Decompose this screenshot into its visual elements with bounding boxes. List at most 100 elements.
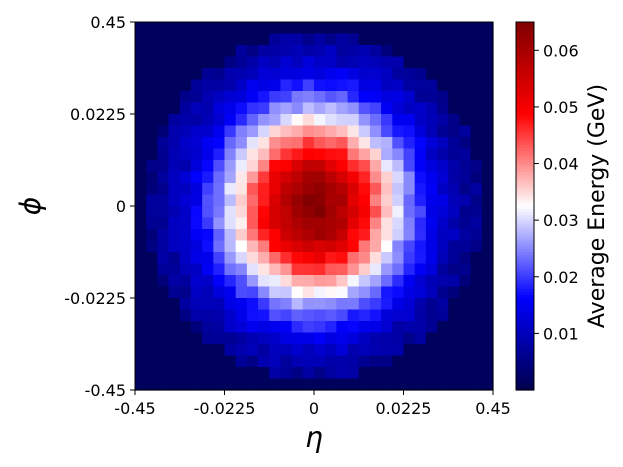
heatmap-cell <box>280 309 293 322</box>
heatmap-cell <box>392 367 405 380</box>
heatmap-cell <box>302 114 315 127</box>
heatmap-cell <box>336 183 349 196</box>
heatmap-cell <box>459 68 472 81</box>
colorbar-segment <box>516 187 534 192</box>
heatmap-cell <box>392 56 405 69</box>
heatmap-cell <box>392 321 405 334</box>
heatmap-cell <box>336 206 349 219</box>
heatmap-cell <box>347 206 360 219</box>
heatmap-cell <box>157 33 170 46</box>
heatmap-cell <box>381 263 393 276</box>
y-tick-label: 0 <box>116 197 126 216</box>
heatmap-cell <box>213 137 226 150</box>
heatmap-cell <box>336 263 349 276</box>
colorbar-segment <box>516 117 534 121</box>
heatmap-cell <box>179 68 192 81</box>
heatmap-cell <box>437 68 449 81</box>
heatmap-cell <box>280 229 293 242</box>
heatmap-cell <box>168 321 181 334</box>
heatmap-cell <box>481 298 494 311</box>
heatmap-cell <box>302 355 315 368</box>
heatmap-cell <box>235 79 248 92</box>
heatmap-cell <box>246 240 259 253</box>
colorbar-segment <box>516 147 534 152</box>
heatmap-cell <box>369 183 382 196</box>
heatmap-cell <box>403 171 416 184</box>
heatmap-cell <box>291 91 304 104</box>
colorbar-tick-label: 0.04 <box>543 155 579 174</box>
heatmap-cell <box>314 183 326 196</box>
colorbar-ticks: 0.01 0.02 0.03 0.04 0.05 0.06 <box>534 41 579 343</box>
heatmap-cell <box>157 217 170 230</box>
heatmap-cell <box>481 275 494 288</box>
heatmap-cell <box>448 344 461 357</box>
heatmap-cell <box>336 68 349 81</box>
heatmap-cell <box>269 160 282 173</box>
colorbar-segment <box>516 227 534 232</box>
heatmap-cell <box>179 206 192 219</box>
heatmap-cell <box>291 45 304 58</box>
heatmap-cell <box>202 79 214 92</box>
heatmap-cell <box>269 56 282 69</box>
heatmap-cell <box>224 79 237 92</box>
colorbar-segment <box>516 248 534 253</box>
heatmap-cell <box>448 171 461 184</box>
heatmap-cell <box>302 171 315 184</box>
heatmap-cell <box>414 344 427 357</box>
heatmap-cell <box>202 148 214 161</box>
heatmap-cell <box>358 160 371 173</box>
heatmap-cell <box>146 367 158 380</box>
heatmap-cell <box>135 125 147 138</box>
heatmap-cell <box>347 148 360 161</box>
heatmap-cell <box>157 194 170 207</box>
heatmap-cell <box>224 298 237 311</box>
heatmap-cell <box>224 22 237 35</box>
heatmap-cell <box>437 160 449 173</box>
heatmap-cell <box>392 309 405 322</box>
heatmap-cell <box>280 332 293 345</box>
heatmap-cell <box>246 33 259 46</box>
heatmap-cell <box>246 114 259 127</box>
heatmap-cell <box>202 229 214 242</box>
heatmap-cell <box>190 206 203 219</box>
heatmap-cell <box>168 114 181 127</box>
heatmap-cell <box>414 125 427 138</box>
heatmap-cell <box>213 171 226 184</box>
heatmap-cell <box>235 344 248 357</box>
heatmap-cell <box>258 183 270 196</box>
heatmap-cell <box>146 79 158 92</box>
heatmap-cell <box>414 263 427 276</box>
heatmap-cell <box>392 229 405 242</box>
heatmap-cell <box>336 160 349 173</box>
colorbar-segment <box>516 160 534 164</box>
heatmap-cell <box>291 206 304 219</box>
heatmap-cell <box>381 206 393 219</box>
heatmap-cell <box>403 240 416 253</box>
heatmap-cell <box>258 217 270 230</box>
heatmap-cell <box>179 125 192 138</box>
heatmap-cell <box>369 355 382 368</box>
heatmap-cell <box>190 229 203 242</box>
heatmap-cell <box>302 33 315 46</box>
heatmap-cell <box>336 229 349 242</box>
heatmap-cell <box>358 33 371 46</box>
heatmap-cell <box>269 252 282 265</box>
colorbar-segment <box>516 74 534 78</box>
heatmap-cell <box>392 344 405 357</box>
heatmap-cell <box>246 332 259 345</box>
heatmap-cell <box>202 275 214 288</box>
heatmap-cell <box>224 286 237 299</box>
heatmap-cell <box>302 125 315 138</box>
colorbar-segment <box>516 163 534 167</box>
heatmap-cell <box>392 355 405 368</box>
heatmap-cell <box>146 275 158 288</box>
heatmap-cell <box>190 22 203 35</box>
heatmap-cell <box>157 125 170 138</box>
heatmap-cell <box>168 229 181 242</box>
heatmap-cell <box>157 79 170 92</box>
heatmap-cell <box>470 344 483 357</box>
heatmap-cell <box>168 263 181 276</box>
heatmap-cell <box>448 275 461 288</box>
colorbar-tick-label: 0.03 <box>543 211 579 230</box>
heatmap-cell <box>258 45 270 58</box>
